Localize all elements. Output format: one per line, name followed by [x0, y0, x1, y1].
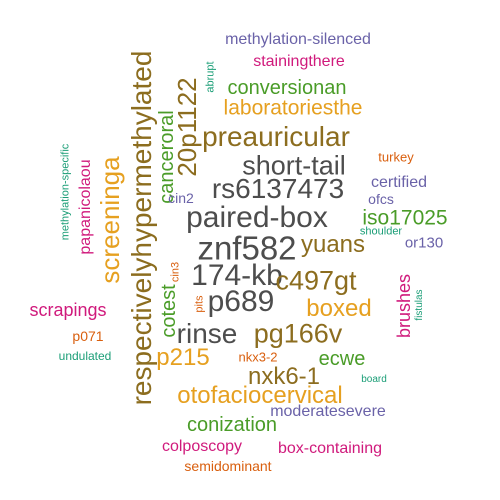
word-short-tail: short-tail	[242, 150, 346, 181]
word-p689: p689	[207, 285, 275, 318]
word-p071: p071	[72, 328, 104, 344]
word-methylation-specific: methylation-specific	[59, 143, 72, 241]
word-cin3: cin3	[169, 261, 182, 283]
word-boxed: boxed	[306, 295, 372, 322]
word-cotest: cotest	[158, 284, 180, 338]
word-semidominant: semidominant	[184, 458, 272, 474]
word-pg166v: pg166v	[253, 318, 343, 349]
word-rs6137473: rs6137473	[211, 173, 345, 204]
word-laboratoriesthe: laboratoriesthe	[223, 96, 363, 120]
word-or130: or130	[404, 234, 444, 252]
word-iso17025: iso17025	[362, 206, 448, 230]
word-box-containing: box-containing	[277, 440, 383, 457]
word-znf582: znf582	[197, 229, 297, 267]
word-c497gt: c497gt	[275, 265, 357, 296]
word-respectivelyhypermethylated: respectivelyhypermethylated	[126, 50, 157, 406]
word-nxk6-1: nxk6-1	[247, 363, 321, 390]
word-174-kb: 174-kb	[191, 259, 283, 292]
word-brushes: brushes	[394, 273, 414, 339]
word-ofcs: ofcs	[368, 191, 394, 207]
word-nkx3-2: nkx3-2	[238, 349, 278, 365]
word-abrupt: abrupt	[204, 61, 217, 93]
word-conversionan: conversionan	[227, 77, 347, 99]
word-screeninga: screeninga	[95, 156, 125, 284]
word-undulated: undulated	[58, 349, 112, 363]
word-paired-box: paired-box	[186, 201, 328, 234]
word-rinse: rinse	[176, 318, 238, 349]
word-ecwe: ecwe	[318, 348, 366, 370]
word-pits: pits	[193, 295, 206, 313]
word-methylation-silenced: methylation-silenced	[225, 31, 371, 48]
word-shoulder: shoulder	[359, 225, 403, 238]
word-colposcopy: colposcopy	[161, 438, 243, 455]
word-stainingthere: stainingthere	[253, 53, 345, 70]
word-scrapings: scrapings	[29, 300, 107, 320]
word-otofaciocervical: otofaciocervical	[177, 382, 343, 409]
word-papanicolaou: papanicolaou	[77, 159, 94, 255]
word-board: board	[361, 374, 387, 385]
word-fistulas: fistulas	[414, 289, 425, 321]
word-certified: certified	[370, 174, 428, 191]
word-turkey: turkey	[378, 149, 414, 165]
word-yuans: yuans	[300, 231, 366, 258]
word-p215: p215	[156, 344, 210, 371]
word-conization: conization	[186, 414, 278, 436]
word-preauricular: preauricular	[202, 121, 350, 152]
word-moderatesevere: moderatesevere	[270, 403, 386, 420]
word-cin2: cin2	[168, 190, 194, 206]
